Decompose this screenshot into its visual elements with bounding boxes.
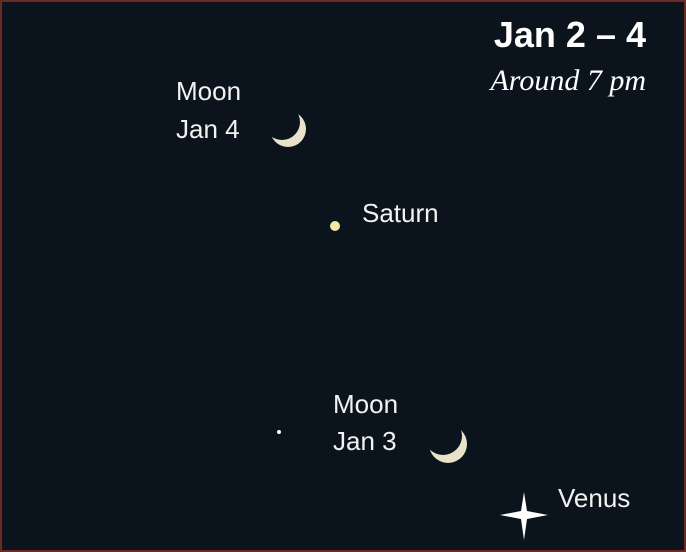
star-dot (277, 430, 281, 434)
page: Jan 2 – 4 Around 7 pm Moon Jan 4 Saturn … (0, 0, 686, 552)
sky-chart: Jan 2 – 4 Around 7 pm Moon Jan 4 Saturn … (0, 0, 686, 552)
moon-label: Moon (333, 389, 398, 419)
title: Jan 2 – 4 (494, 14, 646, 55)
subtitle: Around 7 pm (488, 64, 646, 97)
moon-label: Moon (176, 76, 241, 106)
venus-label: Venus (558, 483, 630, 513)
moon-date: Jan 3 (333, 426, 397, 456)
moon-date: Jan 4 (176, 114, 240, 144)
saturn-dot (330, 221, 340, 231)
saturn-label: Saturn (362, 198, 439, 228)
